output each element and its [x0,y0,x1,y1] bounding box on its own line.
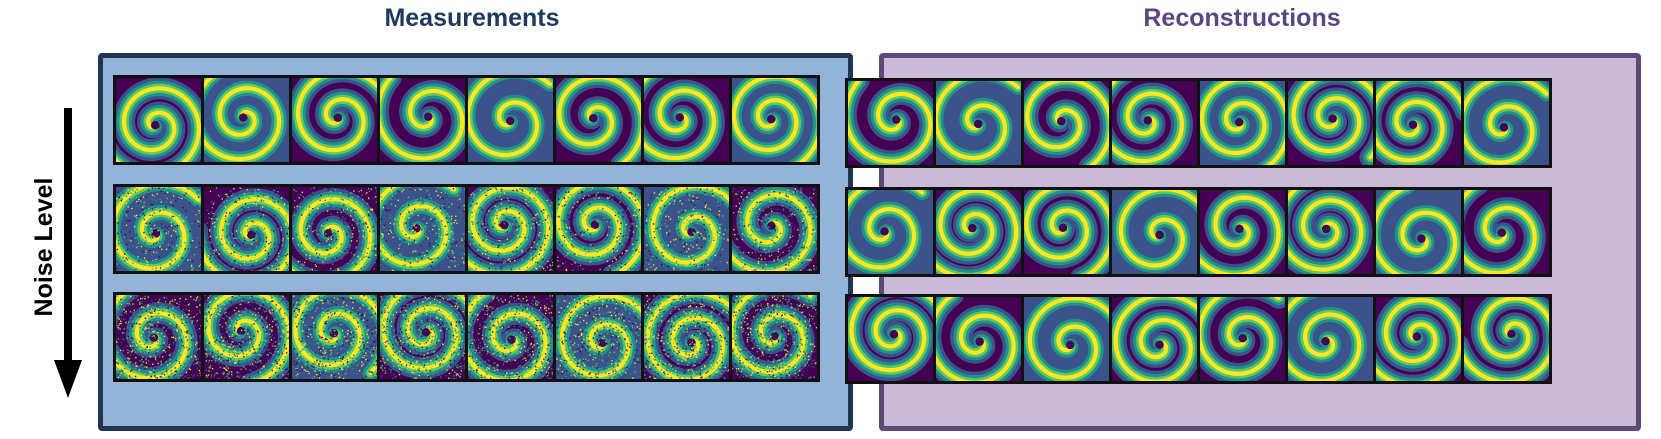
reconstruction-tile [936,81,1024,165]
measurement-tile [644,295,732,379]
reconstruction-row-1 [845,78,1552,168]
reconstruction-tile [1376,297,1464,381]
measurement-tile [380,78,468,162]
measurement-tile [116,187,204,271]
reconstruction-tile [1200,190,1288,274]
reconstructions-title: Reconstructions [1143,4,1341,32]
measurement-tile [292,78,380,162]
reconstruction-tile [936,297,1024,381]
measurement-row-1 [113,75,820,165]
reconstruction-tile [848,190,936,274]
measurement-tile [204,78,292,162]
noise-arrow-shaft [64,108,72,362]
reconstruction-tile [936,190,1024,274]
reconstruction-tile [1200,297,1288,381]
measurement-tile [556,187,644,271]
measurement-tile [468,295,556,379]
reconstruction-tile [1464,81,1549,165]
measurement-tile [468,78,556,162]
measurement-tile [204,187,292,271]
reconstruction-tile [1376,190,1464,274]
measurement-tile [116,295,204,379]
measurements-title: Measurements [384,4,560,32]
reconstruction-tile [1112,190,1200,274]
measurement-tile [204,295,292,379]
reconstruction-tile [1288,81,1376,165]
measurement-tile [468,187,556,271]
measurement-tile [292,187,380,271]
noise-level-label: Noise Level [30,177,58,317]
measurement-row-2 [113,184,820,274]
measurement-tile [732,295,817,379]
measurement-tile [116,78,204,162]
measurement-tile [644,187,732,271]
measurement-tile [556,78,644,162]
measurement-tile [732,187,817,271]
measurement-tile [732,78,817,162]
measurement-tile [292,295,380,379]
reconstruction-tile [1464,190,1549,274]
measurement-tile [644,78,732,162]
reconstruction-tile [1112,81,1200,165]
reconstruction-row-3 [845,294,1552,384]
measurement-tile [380,187,468,271]
reconstruction-tile [1024,190,1112,274]
reconstruction-tile [848,81,936,165]
reconstruction-tile [848,297,936,381]
reconstruction-tile [1288,297,1376,381]
reconstruction-tile [1024,81,1112,165]
measurement-tile [556,295,644,379]
measurement-row-3 [113,292,820,382]
measurement-tile [380,295,468,379]
reconstruction-tile [1464,297,1549,381]
reconstruction-tile [1200,81,1288,165]
reconstruction-row-2 [845,187,1552,277]
reconstruction-tile [1024,297,1112,381]
reconstruction-tile [1288,190,1376,274]
reconstruction-tile [1112,297,1200,381]
reconstruction-tile [1376,81,1464,165]
noise-arrow-head [54,360,82,398]
